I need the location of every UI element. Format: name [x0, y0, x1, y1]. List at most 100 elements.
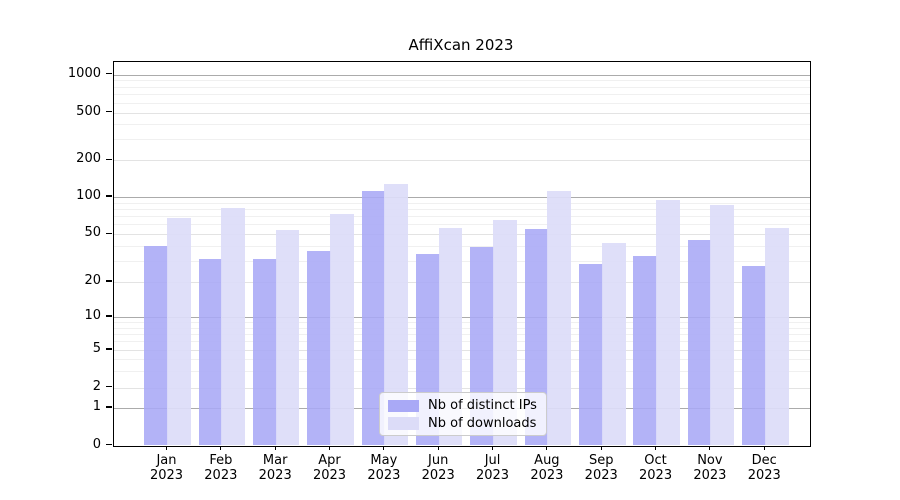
month-label: Jan	[156, 452, 177, 468]
bar-distinct-ips-oct	[633, 255, 658, 446]
y-tick-mark	[106, 280, 112, 282]
bar-distinct-ips-apr	[307, 251, 332, 446]
major-gridline	[114, 197, 810, 198]
month-label: Oct	[644, 452, 667, 468]
month-label: Sep	[588, 452, 614, 468]
month-label: Nov	[697, 452, 723, 468]
x-tick-label-jul: Jul 2023	[465, 453, 521, 484]
year-label: 2023	[584, 468, 618, 483]
month-label: Apr	[318, 452, 341, 468]
tick-gridline	[114, 112, 810, 114]
x-tick-mark	[491, 445, 494, 450]
y-tick-label: 50	[84, 225, 101, 241]
major-gridline	[114, 74, 810, 76]
minor-gridline	[114, 80, 810, 82]
bar-distinct-ips-feb	[198, 259, 223, 446]
y-tick-label: 200	[76, 151, 101, 167]
month-label: Jun	[428, 452, 449, 468]
bar-downloads-jul	[493, 220, 517, 446]
x-tick-mark	[600, 445, 602, 450]
y-tick-mark	[106, 348, 112, 350]
plot-area	[113, 60, 811, 447]
y-tick-label: 2	[92, 378, 101, 394]
x-tick-label-may: May 2023	[356, 453, 412, 484]
x-tick-label-jun: Jun 2023	[410, 453, 466, 484]
x-tick-label-mar: Mar 2023	[247, 453, 303, 484]
x-tick-mark	[165, 445, 168, 450]
minor-gridline	[114, 216, 810, 218]
legend-item: Nb of distinct IPs	[380, 397, 546, 415]
month-label: May	[370, 452, 398, 468]
legend-swatch-icon	[388, 417, 419, 430]
year-label: 2023	[421, 468, 455, 483]
minor-gridline	[114, 94, 810, 96]
y-tick-label: 500	[76, 103, 101, 119]
x-tick-mark	[220, 445, 222, 450]
y-tick-label: 1000	[67, 65, 101, 81]
bar-distinct-ips-jan	[144, 245, 168, 446]
year-label: 2023	[204, 468, 238, 483]
bar-downloads-jun	[438, 228, 463, 446]
y-tick-label: 20	[84, 273, 101, 288]
year-label: 2023	[747, 468, 781, 483]
month-label: Feb	[209, 452, 233, 468]
minor-gridline	[114, 139, 810, 141]
bar-downloads-mar	[275, 230, 300, 446]
x-tick-label-dec: Dec 2023	[736, 453, 792, 484]
bar-distinct-ips-may	[361, 191, 386, 446]
y-tick-label: 10	[84, 308, 101, 323]
bar-downloads-may	[384, 183, 409, 446]
month-label: Mar	[262, 452, 288, 468]
y-tick-label: 100	[76, 188, 101, 203]
x-tick-label-oct: Oct 2023	[628, 453, 684, 484]
x-tick-mark	[328, 445, 331, 450]
year-label: 2023	[258, 468, 292, 483]
chart-title: AffiXcan 2023	[408, 36, 514, 54]
bar-downloads-feb	[221, 208, 246, 446]
legend-label: Nb of downloads	[428, 415, 537, 431]
minor-gridline	[114, 224, 810, 226]
tick-gridline	[114, 160, 810, 162]
bar-downloads-sep	[601, 243, 626, 446]
minor-gridline	[114, 209, 810, 210]
legend-item: Nb of downloads	[380, 415, 546, 433]
year-label: 2023	[693, 468, 727, 483]
bar-distinct-ips-sep	[578, 264, 603, 446]
bar-downloads-nov	[710, 205, 735, 446]
bar-downloads-oct	[656, 199, 680, 446]
x-tick-mark	[709, 445, 711, 450]
y-tick-label: 5	[92, 341, 101, 356]
minor-gridline	[114, 124, 810, 126]
y-tick-label: 0	[92, 436, 101, 452]
bar-distinct-ips-dec	[741, 266, 766, 446]
legend-label: Nb of distinct IPs	[428, 398, 537, 414]
x-tick-label-sep: Sep 2023	[573, 453, 629, 484]
x-tick-label-feb: Feb 2023	[193, 453, 249, 484]
y-tick-mark	[106, 443, 112, 446]
y-tick-mark	[106, 385, 112, 388]
month-label: Dec	[751, 452, 777, 468]
x-tick-mark	[763, 445, 765, 450]
year-label: 2023	[639, 468, 673, 483]
y-tick-mark	[106, 111, 112, 113]
year-label: 2023	[475, 468, 510, 483]
y-tick-mark	[106, 315, 112, 317]
legend-swatch-icon	[388, 399, 419, 412]
x-tick-mark	[654, 445, 657, 450]
year-label: 2023	[367, 468, 401, 483]
y-tick-mark	[106, 72, 112, 75]
x-tick-label-aug: Aug 2023	[519, 453, 575, 484]
month-label: Aug	[534, 452, 560, 468]
y-tick-mark	[106, 195, 112, 197]
x-tick-mark	[274, 445, 276, 450]
minor-gridline	[114, 86, 810, 88]
bar-distinct-ips-aug	[524, 229, 549, 446]
x-tick-mark	[437, 445, 439, 450]
y-tick-mark	[106, 158, 112, 160]
x-tick-label-jan: Jan 2023	[139, 453, 195, 484]
y-tick-mark	[106, 232, 112, 234]
x-tick-label-nov: Nov 2023	[682, 453, 738, 484]
x-tick-mark	[383, 445, 385, 450]
bar-downloads-apr	[330, 213, 354, 446]
bar-downloads-dec	[764, 228, 789, 446]
